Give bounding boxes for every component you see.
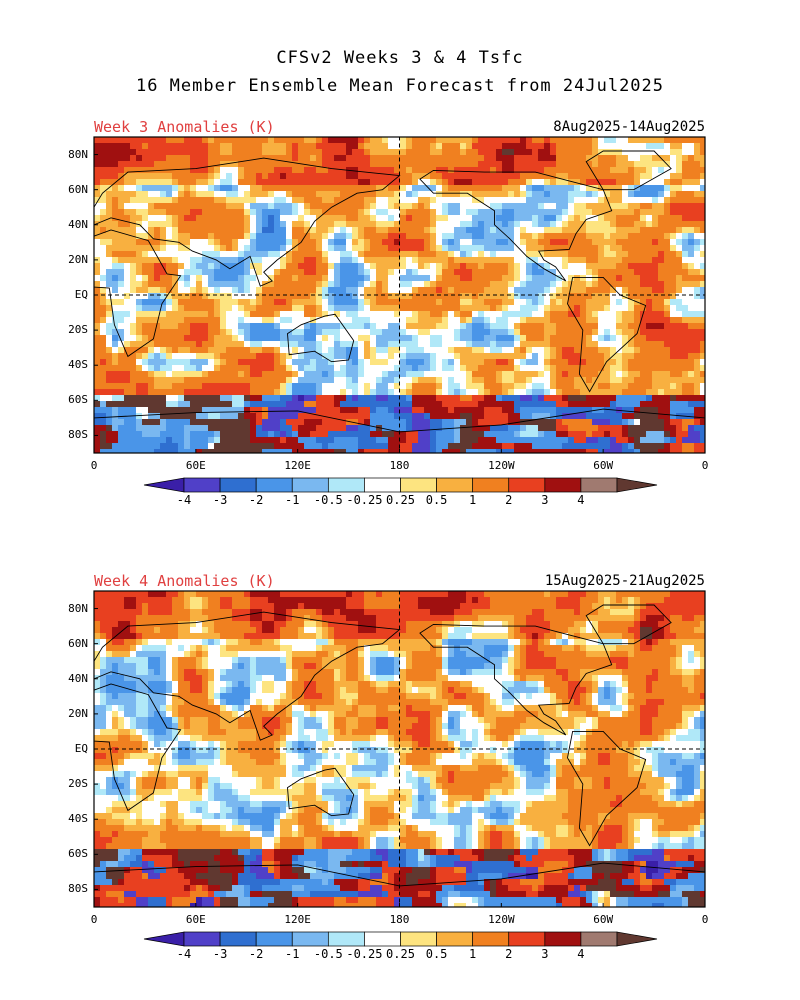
colorbar-tick-label: -0.5 xyxy=(313,493,343,507)
colorbar-1 xyxy=(143,477,658,493)
lon-label: 0 xyxy=(90,459,98,472)
colorbar-tick-label: 0.25 xyxy=(386,493,415,507)
lon-label: 180 xyxy=(389,913,410,926)
lat-label: 60S xyxy=(68,393,88,407)
lon-label: 120W xyxy=(488,459,515,472)
colorbar-tick-label: -2 xyxy=(248,947,264,961)
panel-map-2 xyxy=(93,590,706,908)
colorbar-tick-label: 1 xyxy=(469,947,477,961)
week3-label: Week 3 Anomalies (K) xyxy=(94,118,275,136)
lat-label: 40S xyxy=(68,358,88,372)
lat-label: 20S xyxy=(68,323,88,337)
colorbar-tick-label: -0.5 xyxy=(313,947,343,961)
lat-label: 20S xyxy=(68,777,88,791)
lat-label: 20N xyxy=(68,252,88,266)
colorbar-tick-label: 0.5 xyxy=(425,947,448,961)
week4-dates: 15Aug2025-21Aug2025 xyxy=(544,573,705,589)
colorbar-tick-label: -0.25 xyxy=(346,493,383,507)
lat-label: 60N xyxy=(68,182,88,196)
colorbar-tick-label: -2 xyxy=(248,493,264,507)
lat-label: 80S xyxy=(68,882,88,896)
lat-label: EQ xyxy=(74,288,88,301)
colorbar-tick-label: 4 xyxy=(577,947,585,961)
colorbar-tick-label: -1 xyxy=(285,947,300,961)
colorbar-tick-label: 0.25 xyxy=(386,947,415,961)
colorbar-2 xyxy=(143,931,658,947)
lat-label: EQ xyxy=(74,742,88,755)
colorbar-tick-label: -3 xyxy=(212,947,228,961)
colorbar-tick-label: -0.25 xyxy=(346,947,383,961)
lat-label: 60N xyxy=(68,636,88,650)
lon-label: 0 xyxy=(701,913,709,926)
colorbar-tick-label: 3 xyxy=(541,947,549,961)
lon-label: 60E xyxy=(185,459,206,472)
colorbar-tick-label: 2 xyxy=(505,947,513,961)
lat-label: 80N xyxy=(68,601,88,615)
lon-label: 120E xyxy=(284,913,311,926)
colorbar-tick-label: 3 xyxy=(541,493,549,507)
lon-label: 0 xyxy=(90,913,98,926)
lon-label: 60W xyxy=(593,459,614,472)
lon-label: 180 xyxy=(389,459,410,472)
lat-label: 40N xyxy=(68,217,88,231)
lon-label: 60E xyxy=(185,913,206,926)
lon-label: 120E xyxy=(284,459,311,472)
colorbar-tick-label: -3 xyxy=(212,493,228,507)
colorbar-tick-label: -4 xyxy=(176,947,192,961)
week4-label: Week 4 Anomalies (K) xyxy=(94,572,275,590)
lat-label: 80S xyxy=(68,428,88,442)
colorbar-tick-label: 4 xyxy=(577,493,585,507)
lon-label: 0 xyxy=(701,459,709,472)
title-line-1: CFSv2 Weeks 3 & 4 Tsfc xyxy=(276,48,524,68)
week3-dates: 8Aug2025-14Aug2025 xyxy=(553,119,705,135)
colorbar-tick-label: 1 xyxy=(469,493,477,507)
colorbar-tick-label: 2 xyxy=(505,493,513,507)
colorbar-tick-label: 0.5 xyxy=(425,493,448,507)
lon-label: 120W xyxy=(488,913,515,926)
lat-label: 40N xyxy=(68,671,88,685)
lat-label: 80N xyxy=(68,147,88,161)
colorbar-tick-label: -1 xyxy=(285,493,300,507)
title-line-2: 16 Member Ensemble Mean Forecast from 24… xyxy=(135,76,665,96)
colorbar-tick-label: -4 xyxy=(176,493,192,507)
lon-label: 60W xyxy=(593,913,614,926)
panel-map-1 xyxy=(93,136,706,454)
lat-label: 60S xyxy=(68,847,88,861)
lat-label: 40S xyxy=(68,812,88,826)
lat-label: 20N xyxy=(68,706,88,720)
